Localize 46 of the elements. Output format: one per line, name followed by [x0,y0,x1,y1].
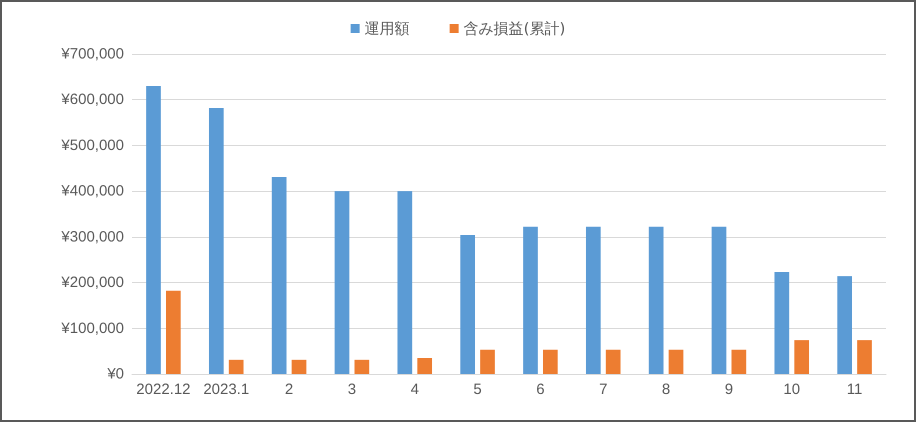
legend-label: 運用額 [364,20,410,38]
x-tick-label: 4 [410,381,419,398]
y-tick-label: ¥500,000 [60,136,124,154]
bar [208,108,224,374]
x-tick-label: 2023.1 [203,381,250,398]
bar [794,340,810,374]
bar [774,272,790,374]
legend-label: 含み損益(累計) [464,20,566,38]
bar [228,360,244,374]
y-tick-label: ¥400,000 [60,182,124,200]
bar [606,350,621,374]
bar [523,226,538,374]
x-tick-label: 9 [724,381,734,398]
bar [354,360,370,374]
x-tick-label: 2 [284,381,294,398]
bar [586,226,601,374]
x-tick-label: 5 [473,381,482,398]
bar [648,226,664,374]
y-tick-label: ¥200,000 [60,274,124,292]
x-tick-label: 10 [783,381,800,398]
bar [837,276,852,374]
x-tick-label: 2022.12 [136,381,191,398]
bar [857,340,872,374]
x-tick-label: 6 [536,381,545,398]
x-tick-label: 3 [348,381,356,398]
bar [542,350,558,374]
bar [731,350,746,374]
bar [668,350,684,374]
y-tick-label: ¥600,000 [60,91,124,108]
y-tick-label: ¥300,000 [60,228,124,246]
bar [397,191,412,374]
y-tick-label: ¥700,000 [60,46,124,62]
x-tick-label: 8 [662,381,670,398]
bar [460,235,476,374]
bar [272,176,287,374]
bar [712,226,726,374]
y-tick-label: ¥100,000 [60,320,124,337]
bar [146,86,161,374]
x-tick-label: 11 [846,381,862,398]
bar [417,358,432,374]
bar [292,360,306,374]
y-tick-label: ¥0 [106,366,124,382]
bar [166,290,181,374]
bar [480,350,495,374]
x-tick-label: 7 [599,381,608,398]
bar [334,191,350,374]
